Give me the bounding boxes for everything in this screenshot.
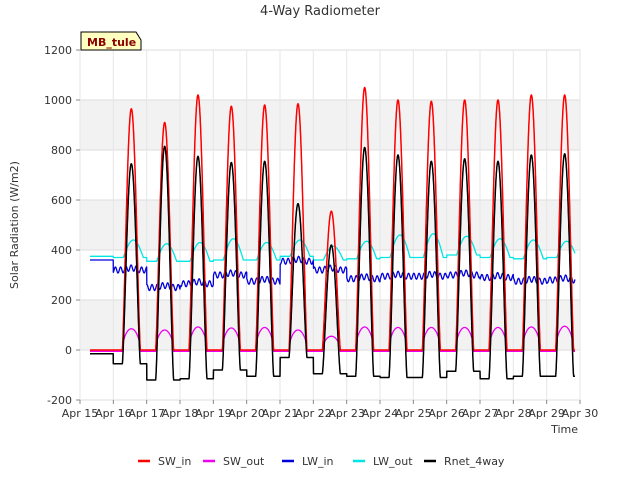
legend-label: LW_out	[373, 455, 413, 468]
x-tick-label: Apr 18	[162, 407, 199, 420]
x-tick-label: Apr 26	[428, 407, 465, 420]
y-tick-label: 800	[51, 144, 72, 157]
y-tick-label: -200	[47, 394, 72, 407]
x-axis-label: Time	[550, 423, 578, 436]
site-badge: MB_tule	[80, 31, 142, 51]
grid-band	[80, 100, 580, 150]
y-tick-label: 200	[51, 294, 72, 307]
x-tick-label: Apr 16	[95, 407, 132, 420]
x-tick-label: Apr 17	[128, 407, 165, 420]
series-line-sw-out	[89, 325, 576, 352]
legend-label: SW_out	[223, 455, 265, 468]
y-tick-label: 0	[65, 344, 72, 357]
grid-band	[80, 200, 580, 250]
series-line-rnet-4way	[89, 145, 576, 381]
site-badge-box	[80, 31, 142, 51]
series-layer	[89, 86, 576, 381]
y-tick-label: 400	[51, 244, 72, 257]
x-tick-label: Apr 25	[395, 407, 432, 420]
x-tick-label: Apr 29	[528, 407, 565, 420]
y-tick-label: 600	[51, 194, 72, 207]
y-tick-label: 1200	[44, 44, 72, 57]
legend-label: LW_in	[302, 455, 334, 468]
x-tick-label: Apr 15	[62, 407, 99, 420]
y-tick-label: 1000	[44, 94, 72, 107]
chart-title: 4-Way Radiometer	[260, 4, 381, 19]
series-line-sw-in	[89, 86, 576, 351]
x-tick-label: Apr 27	[462, 407, 499, 420]
legend: SW_in SW_out LW_in LW_out Rnet_4way	[138, 455, 505, 468]
x-tick-label: Apr 30	[562, 407, 599, 420]
legend-label: Rnet_4way	[444, 455, 505, 468]
y-axis: -200 0 200 400 600 800 1000 1200	[44, 44, 80, 407]
x-tick-label: Apr 24	[362, 407, 399, 420]
x-tick-label: Apr 23	[328, 407, 365, 420]
x-tick-label: Apr 28	[495, 407, 532, 420]
y-axis-label: Solar Radiation (W/m2)	[8, 161, 21, 289]
x-tick-label: Apr 19	[195, 407, 232, 420]
x-tick-label: Apr 22	[295, 407, 332, 420]
x-tick-label: Apr 21	[262, 407, 299, 420]
site-badge-label: MB_tule	[87, 36, 136, 49]
legend-label: SW_in	[158, 455, 191, 468]
grid-band	[80, 300, 580, 350]
x-tick-label: Apr 20	[228, 407, 265, 420]
